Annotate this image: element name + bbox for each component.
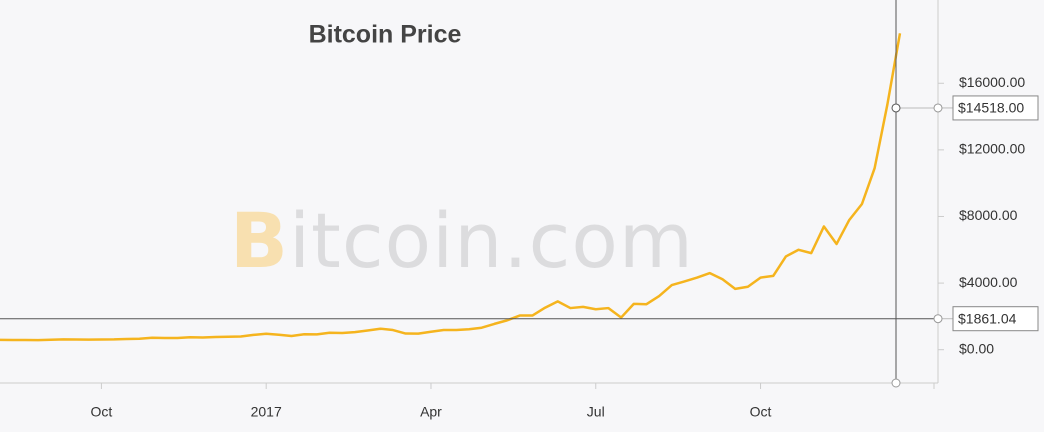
crosshair-label-box bbox=[952, 306, 1039, 332]
chart-title: Bitcoin Price bbox=[309, 21, 462, 49]
x-tick-label: 2017 bbox=[251, 404, 282, 420]
crosshair-point bbox=[891, 103, 901, 113]
watermark: Bitcoin.com bbox=[230, 196, 694, 285]
x-tick-label: Oct bbox=[91, 404, 113, 420]
crosshair-label: $1861.04 bbox=[958, 310, 1017, 326]
y-tick-label: $8000.00 bbox=[959, 207, 1018, 223]
y-tick-label: $4000.00 bbox=[959, 274, 1018, 290]
x-tick-label: Jul bbox=[587, 404, 605, 420]
crosshair-label: $14518.00 bbox=[958, 100, 1024, 116]
x-tick-label: Apr bbox=[420, 404, 442, 420]
price-line bbox=[0, 33, 902, 342]
y-tick-label: $12000.00 bbox=[959, 141, 1025, 157]
axis-handle bbox=[933, 314, 943, 324]
axis-handle bbox=[933, 103, 943, 113]
crosshair-label-box bbox=[952, 95, 1039, 121]
y-tick-label: $16000.00 bbox=[959, 74, 1025, 90]
x-tick-label: Oct bbox=[750, 404, 772, 420]
crosshair-handle bbox=[891, 378, 901, 388]
y-tick-label: $0.00 bbox=[959, 340, 994, 356]
